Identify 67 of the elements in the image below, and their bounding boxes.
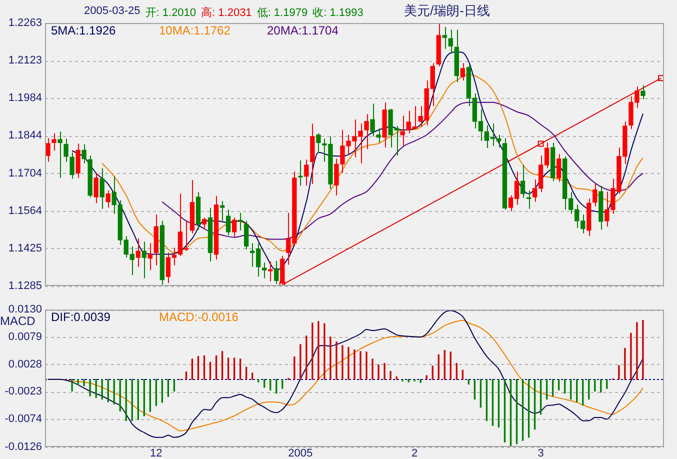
y-tick-label: 1.1844 bbox=[8, 130, 42, 142]
candlestick bbox=[556, 153, 562, 182]
y-tick-label: -0.0074 bbox=[4, 413, 42, 426]
candlestick bbox=[148, 242, 152, 271]
candlestick bbox=[262, 262, 267, 279]
candlestick bbox=[136, 238, 140, 268]
candlestick bbox=[52, 132, 56, 152]
y-tick-label: 0.0028 bbox=[8, 358, 42, 370]
candlestick bbox=[238, 212, 243, 231]
candlestick bbox=[364, 114, 369, 150]
candlestick bbox=[232, 217, 237, 238]
text: DIF:0.0039 bbox=[51, 310, 111, 324]
candlestick bbox=[442, 26, 447, 50]
y-tick-label: -0.0023 bbox=[4, 386, 42, 398]
candlestick bbox=[268, 261, 273, 282]
text: 收: 1.1993 bbox=[312, 6, 364, 20]
candlestick bbox=[106, 190, 110, 208]
candlestick bbox=[370, 103, 375, 137]
candlestick bbox=[100, 168, 104, 210]
text: 高: 1.2031 bbox=[201, 6, 252, 20]
y-tick-label: 1.2123 bbox=[8, 54, 42, 67]
line-series bbox=[102, 74, 644, 254]
text: 5MA:1.1926 bbox=[51, 23, 116, 38]
point bbox=[538, 140, 544, 147]
x-tick-label: 3 bbox=[538, 448, 544, 459]
text: MACD:-0.0016 bbox=[159, 310, 239, 324]
x-tick-label: 2005 bbox=[288, 448, 313, 459]
y-axis-title: MACD bbox=[0, 314, 36, 328]
chart-title: 美元/瑞朗-日线 bbox=[404, 2, 490, 20]
candlestick bbox=[58, 131, 62, 178]
y-tick-label: 0.0079 bbox=[8, 331, 42, 344]
candlestick bbox=[316, 132, 321, 154]
y-tick-label: 1.1285 bbox=[8, 280, 42, 292]
candlestick bbox=[220, 200, 225, 222]
y-tick-label: 1.1984 bbox=[8, 92, 42, 104]
candlestick bbox=[226, 209, 231, 236]
text: 2005-03-25 bbox=[84, 5, 140, 19]
candlestick bbox=[304, 159, 309, 186]
text: 20MA:1.1704 bbox=[267, 23, 339, 38]
candlestick bbox=[142, 241, 146, 279]
candlestick bbox=[274, 260, 279, 284]
candlestick bbox=[592, 182, 598, 207]
text: 10MA:1.1762 bbox=[159, 23, 231, 38]
candlestick bbox=[70, 152, 74, 180]
candlestick bbox=[46, 138, 50, 162]
y-tick-label: -0.0126 bbox=[4, 441, 42, 454]
x-tick-label: 12 bbox=[150, 448, 162, 459]
candlestick bbox=[64, 138, 68, 162]
candlestick bbox=[460, 62, 466, 82]
candlestick bbox=[640, 84, 646, 100]
candlestick bbox=[76, 143, 80, 178]
candlestick bbox=[376, 128, 381, 144]
candlestick bbox=[400, 115, 405, 146]
y-tick-label: 0.0130 bbox=[8, 304, 42, 316]
y-tick-label: 1.1704 bbox=[8, 167, 42, 180]
text: 开: 1.2010 bbox=[145, 6, 196, 20]
candlestick bbox=[94, 172, 98, 204]
candlestick bbox=[520, 164, 526, 198]
y-tick-label: 1.1425 bbox=[8, 242, 42, 254]
candlestick bbox=[82, 144, 86, 164]
candlestick bbox=[244, 220, 249, 250]
y-tick-label: 1.2263 bbox=[8, 17, 42, 30]
text: 低: 1.1979 bbox=[256, 6, 308, 20]
candlestick bbox=[202, 217, 207, 230]
candlestick bbox=[448, 29, 453, 54]
y-tick-label: 1.1564 bbox=[8, 205, 42, 218]
x-tick-label: 2 bbox=[412, 448, 418, 459]
